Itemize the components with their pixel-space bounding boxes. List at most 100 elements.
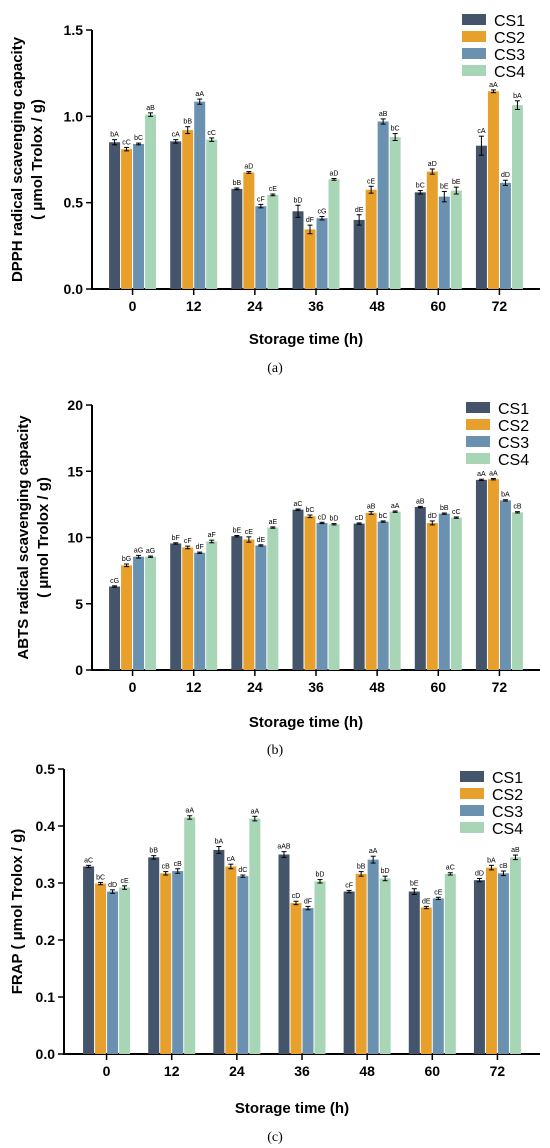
panel-b-bar-cs4 [206, 541, 218, 670]
panel-c-significance-label: bA [215, 839, 224, 846]
panel-c-significance-label: aC [446, 865, 455, 872]
panel-a-significance-label: cC [207, 130, 216, 137]
panel-c-significance-label: aA [251, 808, 260, 815]
panel-c-significance-label: bB [357, 864, 366, 871]
panel-c-x-tick-label: 48 [359, 1063, 375, 1079]
panel-c-significance-label: cD [292, 893, 301, 900]
panel-a-significance-label: cG [318, 208, 327, 215]
panel-a-bar-cs1 [292, 211, 304, 289]
panel-c-bar-cs1 [213, 849, 225, 1054]
panel-c-bar-cs2 [160, 873, 172, 1054]
panel-b-bar-cs4 [450, 517, 462, 670]
panel-a-bar-cs2 [487, 91, 499, 290]
panel-b-bar-cs1 [170, 543, 182, 670]
panel-c-bar-cs1 [83, 866, 95, 1054]
panel-b-significance-label: dE [257, 537, 266, 544]
panel-c-significance-label: bA [487, 857, 496, 864]
panel-b-x-tick-label: 48 [369, 679, 385, 695]
panel-b-significance-label: bD [330, 516, 339, 523]
panel-c-significance-label: bC [96, 874, 105, 881]
panel-a-bar-cs4 [389, 137, 401, 289]
panel-a-bar-cs1 [109, 142, 121, 289]
panel-c-x-tick-label: 24 [229, 1063, 245, 1079]
panel-a-legend-swatch-cs4 [462, 65, 486, 76]
panel-a-legend-label-cs1: CS1 [494, 13, 525, 30]
panel-b-x-tick-label: 0 [129, 679, 137, 695]
panel-b-significance-label: bC [379, 513, 388, 520]
panel-b-y-tick-label: 10 [67, 530, 83, 546]
panel-b-significance-label: aB [416, 498, 425, 505]
panel-b-significance-label: aF [208, 532, 216, 539]
panel-c-bar-cs3 [432, 898, 444, 1054]
panel-a-y-tick-label: 1.0 [64, 108, 84, 124]
panel-c-bar-cs2 [485, 867, 497, 1054]
panel-c-significance-label: aC [84, 857, 93, 864]
panel-c-y-tick-label: 0.2 [36, 932, 56, 948]
panel-a-y-axis-title-line2: ( μmol Trolox / g) [29, 99, 46, 220]
panel-b-bar-cs2 [304, 516, 316, 670]
panel-b-significance-label: aB [367, 504, 376, 511]
panel-c-significance-label: dF [304, 898, 312, 905]
panel-b-significance-label: aA [391, 503, 400, 510]
panel-b-y-tick-label: 0 [75, 662, 83, 678]
panel-b-legend-swatch-cs4 [466, 453, 490, 464]
panel-a-significance-label: aD [244, 164, 253, 171]
panel-a-significance-label: dF [306, 217, 314, 224]
panel-a-x-tick-label: 36 [308, 298, 324, 314]
panel-b-significance-label: bA [501, 492, 510, 499]
panel-b-significance-label: cE [245, 529, 254, 536]
panel-c-significance-label: cB [162, 864, 171, 871]
panel-a-x-axis-title: Storage time (h) [249, 331, 363, 348]
panel-b-bar-cs3 [255, 545, 267, 670]
panel-b-significance-label: cD [355, 515, 364, 522]
panel-a-bar-cs4 [206, 139, 218, 289]
panel-b-bar-cs2 [365, 512, 377, 670]
panel-b-y-axis-title-line2: ( μmol Trolox / g) [35, 477, 52, 598]
panel-b-x-tick-label: 36 [308, 679, 324, 695]
panel-a-bar-cs2 [304, 229, 316, 289]
panel-c-legend-swatch-cs3 [460, 805, 484, 816]
panel-c-significance-label: cB [174, 861, 183, 868]
panel-b-significance-label: aG [134, 547, 143, 554]
panel-b-significance-label: dF [196, 544, 204, 551]
panel-c-legend-label-cs1: CS1 [492, 770, 523, 787]
panel-c-legend-swatch-cs4 [460, 822, 484, 833]
panel-b-bar-cs1 [292, 509, 304, 670]
panel-c-label: (c) [267, 1130, 283, 1145]
panel-c-y-tick-label: 0.4 [36, 818, 56, 834]
panel-c-significance-label: cF [345, 882, 353, 889]
panel-c-significance-label: aA [369, 848, 378, 855]
panel-a-significance-label: cC [122, 139, 131, 146]
panel-a-bar-cs4 [145, 114, 157, 290]
panel-b-y-tick-label: 15 [67, 463, 83, 479]
panel-b-bar-cs1 [475, 479, 487, 670]
panel-b-y-axis-title: ABTS radical scavenging capacity [15, 415, 32, 660]
panel-c-bar-cs2 [355, 873, 367, 1054]
panel-a-significance-label: cF [257, 196, 265, 203]
panel-a-significance-label: bC [134, 135, 143, 142]
panel-c-x-tick-label: 60 [424, 1063, 440, 1079]
panel-c-bar-cs4 [379, 878, 391, 1054]
panel-c-bar-cs2 [225, 866, 237, 1054]
panel-c-bar-cs4 [444, 873, 456, 1054]
panel-a-bar-cs2 [426, 171, 438, 289]
panel-b-significance-label: cF [184, 538, 192, 545]
panel-b-bar-cs3 [499, 500, 511, 670]
panel-a-significance-label: cE [269, 186, 278, 193]
panel-a-x-tick-label: 72 [492, 298, 508, 314]
panel-c-y-tick-label: 0.3 [36, 875, 56, 891]
panel-c-significance-label: dD [108, 882, 117, 889]
panel-a-bar-cs4 [328, 179, 340, 289]
panel-c-bar-cs4 [184, 817, 196, 1054]
panel-c-bar-cs1 [408, 891, 420, 1054]
panel-c-significance-label: cE [434, 889, 443, 896]
panel-b-legend-label-cs1: CS1 [498, 401, 529, 418]
panel-c-bar-cs2 [95, 883, 107, 1054]
panel-c-significance-label: bD [381, 868, 390, 875]
panel-a-bar-cs2 [243, 172, 255, 289]
panel-a-x-tick-label: 48 [369, 298, 385, 314]
panel-c-significance-label: aB [511, 847, 520, 854]
panel-a-significance-label: aA [489, 82, 498, 89]
panel-a-significance-label: cE [367, 178, 376, 185]
panel-a-bar-cs1 [414, 192, 426, 289]
